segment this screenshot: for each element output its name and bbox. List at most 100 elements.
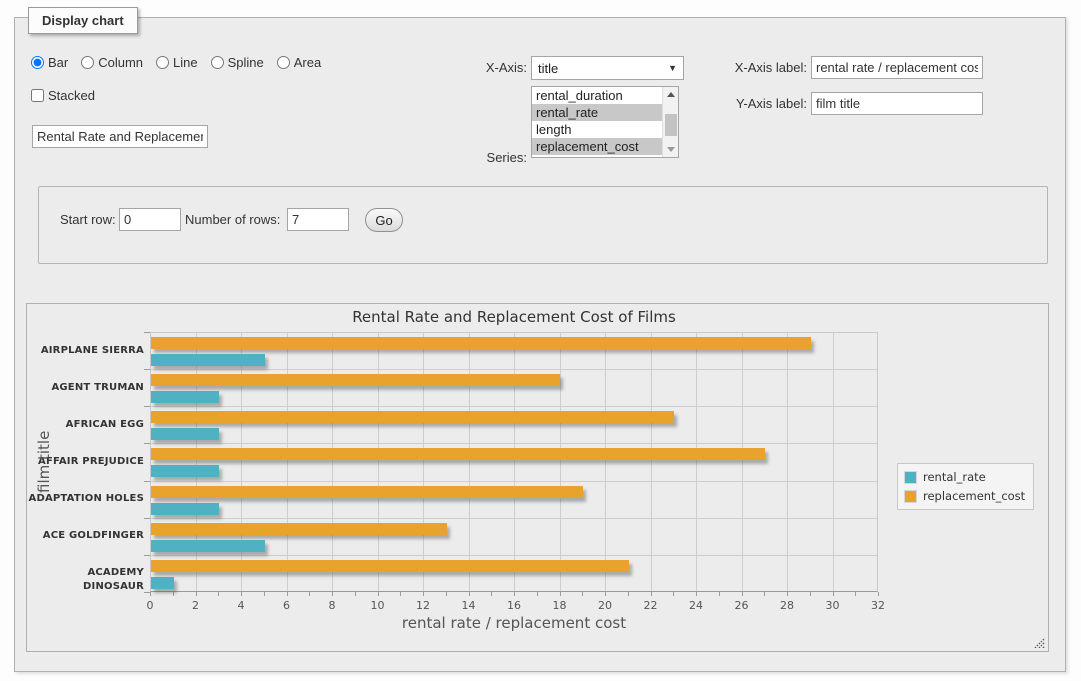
y-tick-mark bbox=[144, 555, 150, 556]
series-option-rental_rate[interactable]: rental_rate bbox=[532, 104, 662, 121]
scrollbar-up-button[interactable] bbox=[663, 87, 679, 102]
stacked-row: Stacked bbox=[31, 88, 95, 105]
display-chart-panel: BarColumnLineSplineArea Stacked X-Axis: … bbox=[14, 17, 1066, 672]
legend-label-rental_rate: rental_rate bbox=[923, 470, 986, 484]
x-axis-select[interactable]: title ▼ bbox=[531, 56, 684, 80]
chart-type-option-column[interactable]: Column bbox=[81, 55, 143, 70]
bar-replacement_cost bbox=[151, 411, 674, 423]
x-tick-mark bbox=[469, 592, 470, 596]
x-tick-mark bbox=[423, 592, 424, 596]
legend-label-replacement_cost: replacement_cost bbox=[923, 489, 1025, 503]
bar-rental_rate bbox=[151, 354, 265, 366]
series-listbox[interactable]: rental_durationrental_ratelengthreplacem… bbox=[531, 86, 679, 158]
chart-type-radio-column[interactable] bbox=[81, 56, 94, 69]
x-tick-mark bbox=[537, 592, 538, 596]
bar-rental_rate bbox=[151, 577, 174, 589]
chart-type-label-area: Area bbox=[294, 55, 321, 70]
x-tick-label: 4 bbox=[226, 599, 256, 612]
app-page: Display chart Bar Column Line Spline Area St… bbox=[0, 0, 1081, 681]
stacked-checkbox[interactable] bbox=[31, 89, 44, 102]
x-tick-mark bbox=[787, 592, 788, 596]
x-tick-mark bbox=[582, 592, 583, 596]
chart-type-option-line[interactable]: Line bbox=[156, 55, 198, 70]
resize-handle-icon[interactable] bbox=[1033, 636, 1045, 648]
chart-type-option-bar[interactable]: Bar bbox=[31, 55, 68, 70]
x-tick-mark bbox=[764, 592, 765, 596]
x-tick-mark bbox=[651, 592, 652, 596]
x-tick-mark bbox=[378, 592, 379, 596]
x-tick-mark bbox=[833, 592, 834, 596]
x-tick-mark bbox=[742, 592, 743, 596]
plot-border bbox=[150, 332, 878, 592]
x-axis-select-value: title bbox=[538, 61, 668, 76]
x-tick-mark bbox=[446, 592, 447, 596]
start-row-label: Start row: bbox=[60, 212, 118, 228]
chart-type-option-area[interactable]: Area bbox=[277, 55, 321, 70]
bar-replacement_cost bbox=[151, 337, 811, 349]
y-tick-mark bbox=[144, 481, 150, 482]
x-axis-label-label: X-Axis label: bbox=[707, 60, 807, 76]
x-axis-select-label: X-Axis: bbox=[467, 60, 527, 76]
y-tick-mark bbox=[144, 369, 150, 370]
scrollbar-thumb[interactable] bbox=[665, 114, 677, 136]
x-tick-mark bbox=[696, 592, 697, 596]
legend-swatch-rental_rate bbox=[904, 471, 917, 484]
x-tick-mark bbox=[355, 592, 356, 596]
chart-type-option-spline[interactable]: Spline bbox=[211, 55, 264, 70]
x-tick-mark bbox=[673, 592, 674, 596]
x-tick-mark bbox=[810, 592, 811, 596]
series-list-label: Series: bbox=[467, 150, 527, 166]
legend-item-rental_rate: rental_rate bbox=[904, 470, 1025, 484]
x-tick-label: 30 bbox=[818, 599, 848, 612]
start-row-input[interactable] bbox=[119, 208, 181, 231]
chart-type-radio-bar[interactable] bbox=[31, 56, 44, 69]
x-tick-mark bbox=[196, 592, 197, 596]
chart-legend: rental_rate replacement_cost bbox=[897, 463, 1034, 510]
x-tick-label: 14 bbox=[454, 599, 484, 612]
bar-rental_rate bbox=[151, 428, 219, 440]
series-option-rental_duration[interactable]: rental_duration bbox=[532, 87, 662, 104]
x-tick-mark bbox=[514, 592, 515, 596]
y-axis-label-label: Y-Axis label: bbox=[707, 96, 807, 112]
x-tick-label: 12 bbox=[408, 599, 438, 612]
stacked-option[interactable]: Stacked bbox=[31, 88, 95, 103]
x-tick-mark bbox=[628, 592, 629, 596]
x-tick-mark bbox=[560, 592, 561, 596]
y-axis-label-input[interactable] bbox=[811, 92, 983, 115]
x-tick-mark bbox=[287, 592, 288, 596]
series-options: rental_durationrental_ratelengthreplacem… bbox=[532, 87, 662, 155]
scroll-down-icon bbox=[667, 147, 675, 152]
chart-type-radio-line[interactable] bbox=[156, 56, 169, 69]
series-scrollbar[interactable] bbox=[662, 87, 678, 157]
chart-area: 02468101214161820222426283032AIRPLANE SI… bbox=[27, 304, 1048, 651]
x-tick-label: 2 bbox=[181, 599, 211, 612]
x-tick-label: 20 bbox=[590, 599, 620, 612]
series-option-length[interactable]: length bbox=[532, 121, 662, 138]
panel-legend: Display chart bbox=[28, 7, 138, 34]
x-tick-mark bbox=[173, 592, 174, 596]
chart-type-label-line: Line bbox=[173, 55, 198, 70]
bar-replacement_cost bbox=[151, 560, 629, 572]
bar-rental_rate bbox=[151, 503, 219, 515]
y-tick-mark bbox=[144, 443, 150, 444]
x-tick-label: 22 bbox=[636, 599, 666, 612]
series-option-replacement_cost[interactable]: replacement_cost bbox=[532, 138, 662, 155]
chart-type-radio-spline[interactable] bbox=[211, 56, 224, 69]
y-axis-title: film title bbox=[35, 332, 55, 592]
x-tick-label: 0 bbox=[135, 599, 165, 612]
x-tick-mark bbox=[150, 592, 151, 596]
num-rows-input[interactable] bbox=[287, 208, 349, 231]
y-tick-mark bbox=[144, 518, 150, 519]
bar-replacement_cost bbox=[151, 486, 583, 498]
chart-type-radio-area[interactable] bbox=[277, 56, 290, 69]
go-button[interactable]: Go bbox=[365, 208, 403, 232]
x-axis-label-input[interactable] bbox=[811, 56, 983, 79]
stacked-label: Stacked bbox=[48, 88, 95, 103]
legend-item-replacement_cost: replacement_cost bbox=[904, 489, 1025, 503]
chart-title-input[interactable] bbox=[32, 125, 208, 148]
x-tick-mark bbox=[855, 592, 856, 596]
x-tick-label: 8 bbox=[317, 599, 347, 612]
scrollbar-down-button[interactable] bbox=[663, 142, 679, 157]
chart-type-label-spline: Spline bbox=[228, 55, 264, 70]
x-tick-mark bbox=[309, 592, 310, 596]
